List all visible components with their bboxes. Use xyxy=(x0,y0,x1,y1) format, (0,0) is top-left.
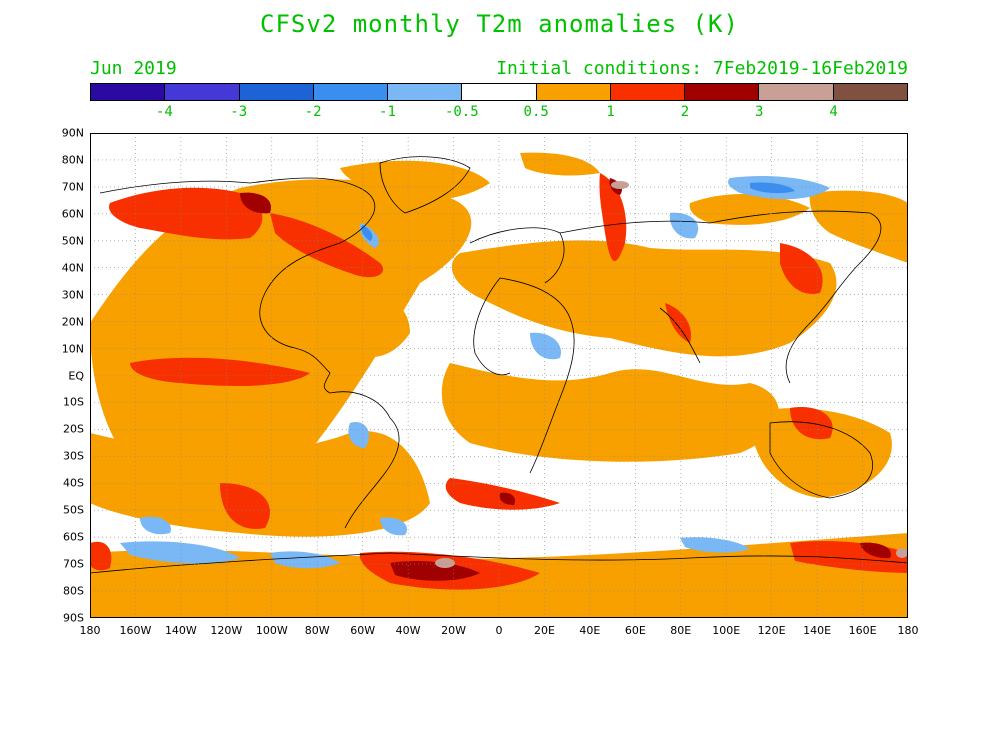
colorbar-tick-label: -0.5 xyxy=(444,104,479,120)
anomaly-field-pink xyxy=(435,181,908,568)
latitude-label: EQ xyxy=(68,369,84,382)
colorbar-tick-label: -1 xyxy=(379,104,396,120)
colorbar-tick-label: 2 xyxy=(680,104,690,120)
latitude-label: 60N xyxy=(61,207,84,221)
map-frame xyxy=(90,133,908,618)
longitude-label: 160W xyxy=(119,624,152,637)
longitude-label: 60E xyxy=(624,624,646,637)
anomaly-field-orange xyxy=(90,152,908,618)
anomaly-field-darkred xyxy=(240,178,891,581)
colorbar-cell xyxy=(536,84,611,100)
longitude-label: 0 xyxy=(495,624,503,637)
latitude-label: 10N xyxy=(61,342,84,356)
latitude-label: 30S xyxy=(63,449,84,463)
colorbar-cell xyxy=(239,84,314,100)
colorbar-tick-label: 4 xyxy=(829,104,838,120)
latitude-label: 80N xyxy=(61,153,84,167)
colorbar-tick-label: -3 xyxy=(230,104,248,120)
latitude-label: 90N xyxy=(61,126,84,140)
colorbar-cell xyxy=(610,84,686,100)
latitude-label: 90S xyxy=(63,611,84,625)
colorbar-cell xyxy=(462,84,537,100)
coastlines xyxy=(90,156,908,574)
latitude-label: 50S xyxy=(63,503,84,517)
longitude-label: 100E xyxy=(712,624,741,637)
longitude-label: 60W xyxy=(350,624,376,637)
longitude-label: 40E xyxy=(579,624,601,637)
longitude-label: 20E xyxy=(533,624,555,637)
longitude-label: 140W xyxy=(164,624,197,637)
latitude-label: 80S xyxy=(63,584,84,598)
anomaly-field-blue xyxy=(361,182,795,241)
colorbar-tick-label: 0.5 xyxy=(523,104,549,120)
target-month: Jun 2019 xyxy=(90,58,177,79)
longitude-label: 140E xyxy=(803,624,832,637)
figure-title: CFSv2 monthly T2m anomalies (K) xyxy=(260,10,739,38)
colorbar xyxy=(90,83,908,101)
latitude-label: 30N xyxy=(61,288,84,302)
longitude-label: 100W xyxy=(255,624,288,637)
longitude-label: 40W xyxy=(395,624,421,637)
latitude-label: 40S xyxy=(63,476,84,490)
longitude-label: 80W xyxy=(304,624,330,637)
colorbar-cell xyxy=(685,84,760,100)
latitude-label: 10S xyxy=(63,395,84,409)
anomaly-map xyxy=(90,133,908,618)
latitude-label: 70N xyxy=(61,180,84,194)
latitude-label: 40N xyxy=(61,261,84,275)
colorbar-cell xyxy=(91,84,166,100)
colorbar-cell xyxy=(165,84,240,100)
longitude-label: 180 xyxy=(79,624,101,637)
longitude-label: 80E xyxy=(670,624,692,637)
longitude-label: 120E xyxy=(757,624,786,637)
longitude-label: 180 xyxy=(897,624,919,637)
latitude-label: 70S xyxy=(63,557,84,571)
latitude-label: 60S xyxy=(63,530,84,544)
colorbar-tick-label: -4 xyxy=(155,104,173,120)
gridlines xyxy=(90,133,908,618)
latitude-label: 20N xyxy=(61,315,84,329)
longitude-label: 120W xyxy=(210,624,243,637)
colorbar-cell xyxy=(759,84,834,100)
colorbar-tick-label: 3 xyxy=(755,104,764,120)
colorbar-tick-label: -2 xyxy=(304,104,322,120)
longitude-label: 160E xyxy=(848,624,877,637)
colorbar-cell xyxy=(313,84,389,100)
colorbar-cell xyxy=(388,84,463,100)
initial-conditions: Initial conditions: 7Feb2019-16Feb2019 xyxy=(496,58,908,79)
latitude-label: 50N xyxy=(61,234,84,248)
colorbar-cell xyxy=(833,84,907,100)
colorbar-tick-label: 1 xyxy=(606,104,615,120)
latitude-label: 20S xyxy=(63,422,84,436)
longitude-label: 20W xyxy=(441,624,466,637)
